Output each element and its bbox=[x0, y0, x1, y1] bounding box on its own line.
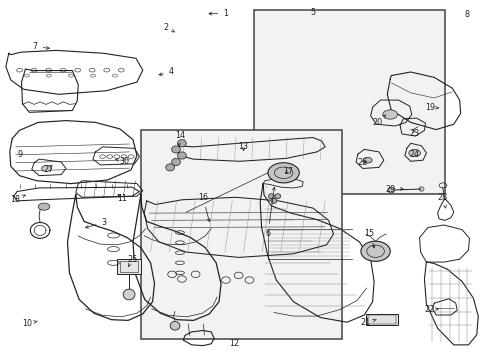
Text: 14: 14 bbox=[175, 130, 184, 146]
Ellipse shape bbox=[41, 166, 51, 171]
Bar bbox=[117, 259, 141, 274]
Bar bbox=[367, 315, 395, 324]
Text: 19: 19 bbox=[425, 103, 438, 112]
Ellipse shape bbox=[171, 158, 180, 166]
Ellipse shape bbox=[171, 146, 180, 153]
Text: 18: 18 bbox=[10, 195, 25, 204]
Text: 6: 6 bbox=[265, 187, 275, 238]
Ellipse shape bbox=[363, 157, 371, 163]
Text: 25: 25 bbox=[127, 255, 137, 267]
Text: 26: 26 bbox=[357, 158, 367, 167]
Ellipse shape bbox=[274, 194, 280, 199]
Ellipse shape bbox=[382, 110, 397, 119]
Ellipse shape bbox=[165, 164, 174, 171]
Ellipse shape bbox=[267, 163, 299, 183]
Ellipse shape bbox=[268, 194, 274, 199]
Text: 22: 22 bbox=[424, 305, 437, 314]
Ellipse shape bbox=[360, 241, 389, 261]
Ellipse shape bbox=[408, 149, 420, 157]
Text: 24: 24 bbox=[409, 150, 419, 158]
Text: 5: 5 bbox=[310, 8, 315, 17]
Text: 16: 16 bbox=[198, 193, 209, 221]
Text: 2: 2 bbox=[163, 22, 174, 32]
Ellipse shape bbox=[387, 187, 394, 193]
Ellipse shape bbox=[123, 289, 135, 300]
Bar bbox=[120, 261, 138, 272]
Text: 17: 17 bbox=[283, 166, 293, 175]
Ellipse shape bbox=[170, 321, 180, 330]
Ellipse shape bbox=[177, 152, 186, 159]
Bar bbox=[365, 314, 397, 325]
Text: 1: 1 bbox=[208, 9, 228, 18]
Text: 10: 10 bbox=[22, 320, 37, 328]
Text: 27: 27 bbox=[44, 165, 54, 174]
Bar bbox=[254, 10, 444, 194]
Text: 11: 11 bbox=[117, 194, 127, 202]
Text: 15: 15 bbox=[364, 229, 374, 248]
Ellipse shape bbox=[177, 140, 186, 147]
Text: 3: 3 bbox=[85, 218, 106, 228]
Bar bbox=[141, 130, 342, 339]
Text: 23: 23 bbox=[409, 129, 419, 138]
Text: 29: 29 bbox=[385, 184, 403, 194]
Text: 20: 20 bbox=[372, 115, 385, 127]
Text: 21: 21 bbox=[360, 318, 376, 327]
Text: 12: 12 bbox=[228, 339, 238, 348]
Ellipse shape bbox=[270, 198, 276, 203]
Text: 8: 8 bbox=[464, 10, 468, 19]
Text: 7: 7 bbox=[33, 42, 49, 51]
Text: 30: 30 bbox=[116, 157, 129, 166]
Text: 9: 9 bbox=[18, 150, 23, 159]
Text: 13: 13 bbox=[238, 142, 248, 151]
Text: 28: 28 bbox=[437, 193, 447, 208]
Ellipse shape bbox=[38, 203, 50, 210]
Text: 4: 4 bbox=[159, 68, 173, 77]
